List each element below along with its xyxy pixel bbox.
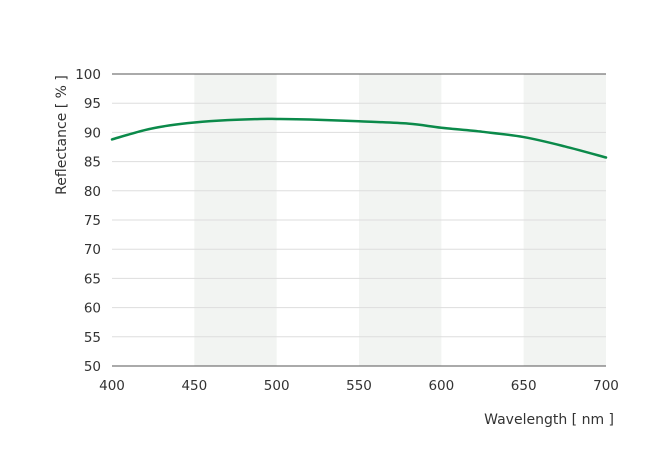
gridlines [112,102,606,338]
y-tick-75: 75 [84,213,101,229]
x-tick-600: 600 [428,378,454,394]
y-tick-70: 70 [84,242,101,258]
x-tick-400: 400 [99,378,125,394]
x-tick-550: 550 [346,378,372,394]
y-tick-100: 100 [75,67,101,83]
x-tick-labels: 400 450 500 550 600 650 700 [99,378,619,394]
series-line-0 [110,117,608,159]
y-tick-95: 95 [84,96,101,112]
y-tick-55: 55 [84,330,101,346]
x-axis-label: Wavelength [ nm ] [484,412,614,428]
y-tick-85: 85 [84,155,101,171]
x-tick-450: 450 [181,378,207,394]
y-tick-80: 80 [84,184,101,200]
y-axis-label: Reflectance [ % ] [54,75,70,195]
x-tick-500: 500 [264,378,290,394]
x-tick-700: 700 [593,378,619,394]
axes [112,73,606,367]
y-tick-60: 60 [84,301,101,317]
series-layer [110,117,608,159]
y-tick-50: 50 [84,359,101,375]
y-tick-labels: 50 55 60 65 70 75 80 85 90 95 100 [75,67,101,375]
x-tick-650: 650 [511,378,537,394]
y-tick-90: 90 [84,125,101,141]
y-tick-65: 65 [84,271,101,287]
